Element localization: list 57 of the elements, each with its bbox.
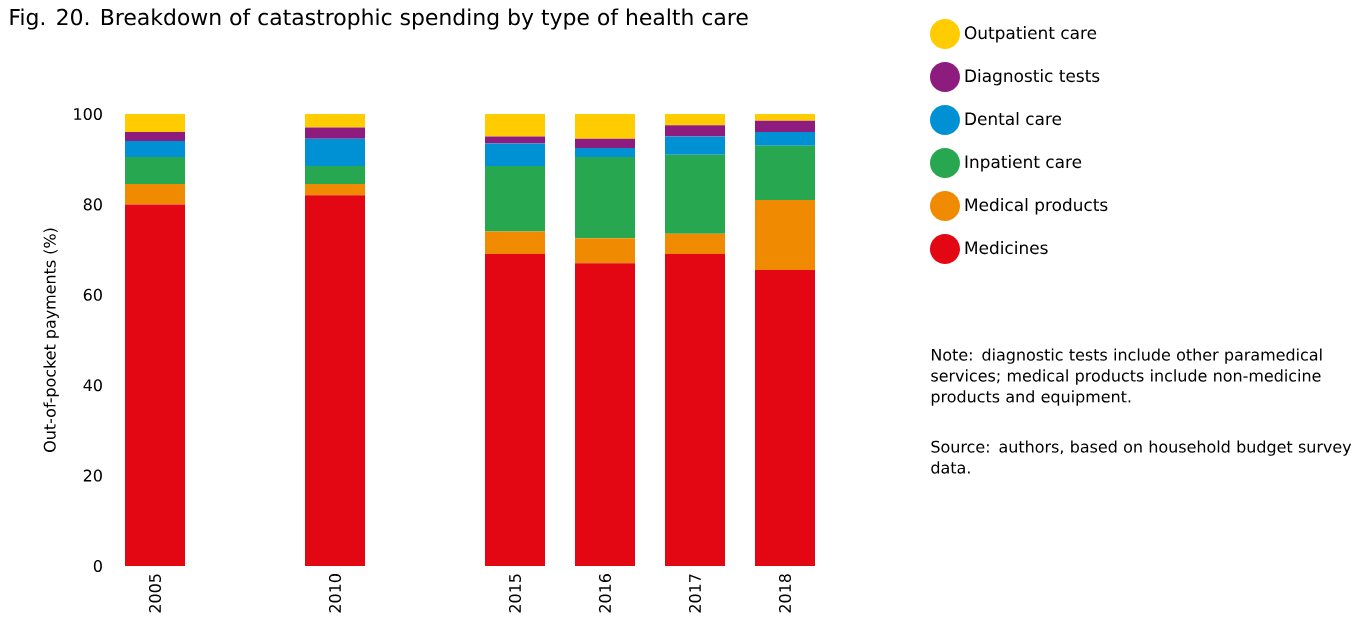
bar <box>664 136 725 155</box>
x-tick-label: 2010 <box>328 574 342 613</box>
source-note: Source: authors, based on household budget survey data. <box>931 440 1352 474</box>
x-tick-label: 2017 <box>688 574 702 613</box>
x-tick-label: 2015 <box>508 574 522 613</box>
bar <box>125 114 185 133</box>
bar <box>125 184 185 205</box>
y-tick-label: 40 <box>83 379 102 392</box>
bar <box>664 254 725 566</box>
bar <box>664 154 725 234</box>
bar <box>754 114 815 121</box>
bar <box>305 165 365 185</box>
bar <box>125 156 185 185</box>
y-tick-label: 20 <box>83 469 102 482</box>
bar <box>574 114 635 139</box>
bar <box>754 145 815 200</box>
bar <box>484 231 545 255</box>
legend-label: Outpatient care <box>964 26 1097 43</box>
bar <box>125 132 185 142</box>
x-tick-label: 2016 <box>598 574 612 613</box>
legend-label: Dental care <box>965 112 1062 126</box>
x-tick-label: 2018 <box>778 574 792 613</box>
bar <box>574 147 635 157</box>
bar <box>664 114 725 126</box>
chart-title: Fig. 20. Breakdown of catastrophic spending by type of health care <box>10 8 748 30</box>
bar <box>305 138 365 166</box>
legend-label: Inpatient care <box>965 155 1082 172</box>
y-tick-label: 80 <box>83 198 102 211</box>
y-tick-label: 60 <box>83 288 102 301</box>
bar <box>305 184 365 196</box>
text: Note: diagnostic tests include other paramedical services; medical products include non-medicine products and equipment. <box>931 348 1322 406</box>
x-tick-label: 2005 <box>148 574 162 613</box>
bar <box>574 156 635 239</box>
bar <box>754 199 815 270</box>
legend-label: Medicines <box>965 241 1048 255</box>
y-tick-label: 0 <box>93 559 102 573</box>
y-axis-title: Out-of-pocket payments (%) <box>43 228 59 452</box>
legend-label: Diagnostic tests <box>965 69 1100 86</box>
bar <box>754 120 815 133</box>
bar <box>125 204 185 566</box>
bar <box>484 143 545 166</box>
bar <box>664 233 725 255</box>
bar <box>574 238 635 264</box>
bar <box>305 127 365 139</box>
bar <box>305 114 365 128</box>
bar <box>574 263 635 566</box>
bar <box>574 138 635 148</box>
bar <box>664 125 725 137</box>
bar <box>754 269 815 566</box>
bar <box>484 254 545 566</box>
bar <box>754 132 815 146</box>
bar <box>484 114 545 137</box>
bar <box>484 165 545 232</box>
bar <box>305 195 365 566</box>
y-tick-label: 100 <box>74 107 102 121</box>
legend-label: Medical products <box>965 198 1108 215</box>
bar <box>125 141 185 157</box>
